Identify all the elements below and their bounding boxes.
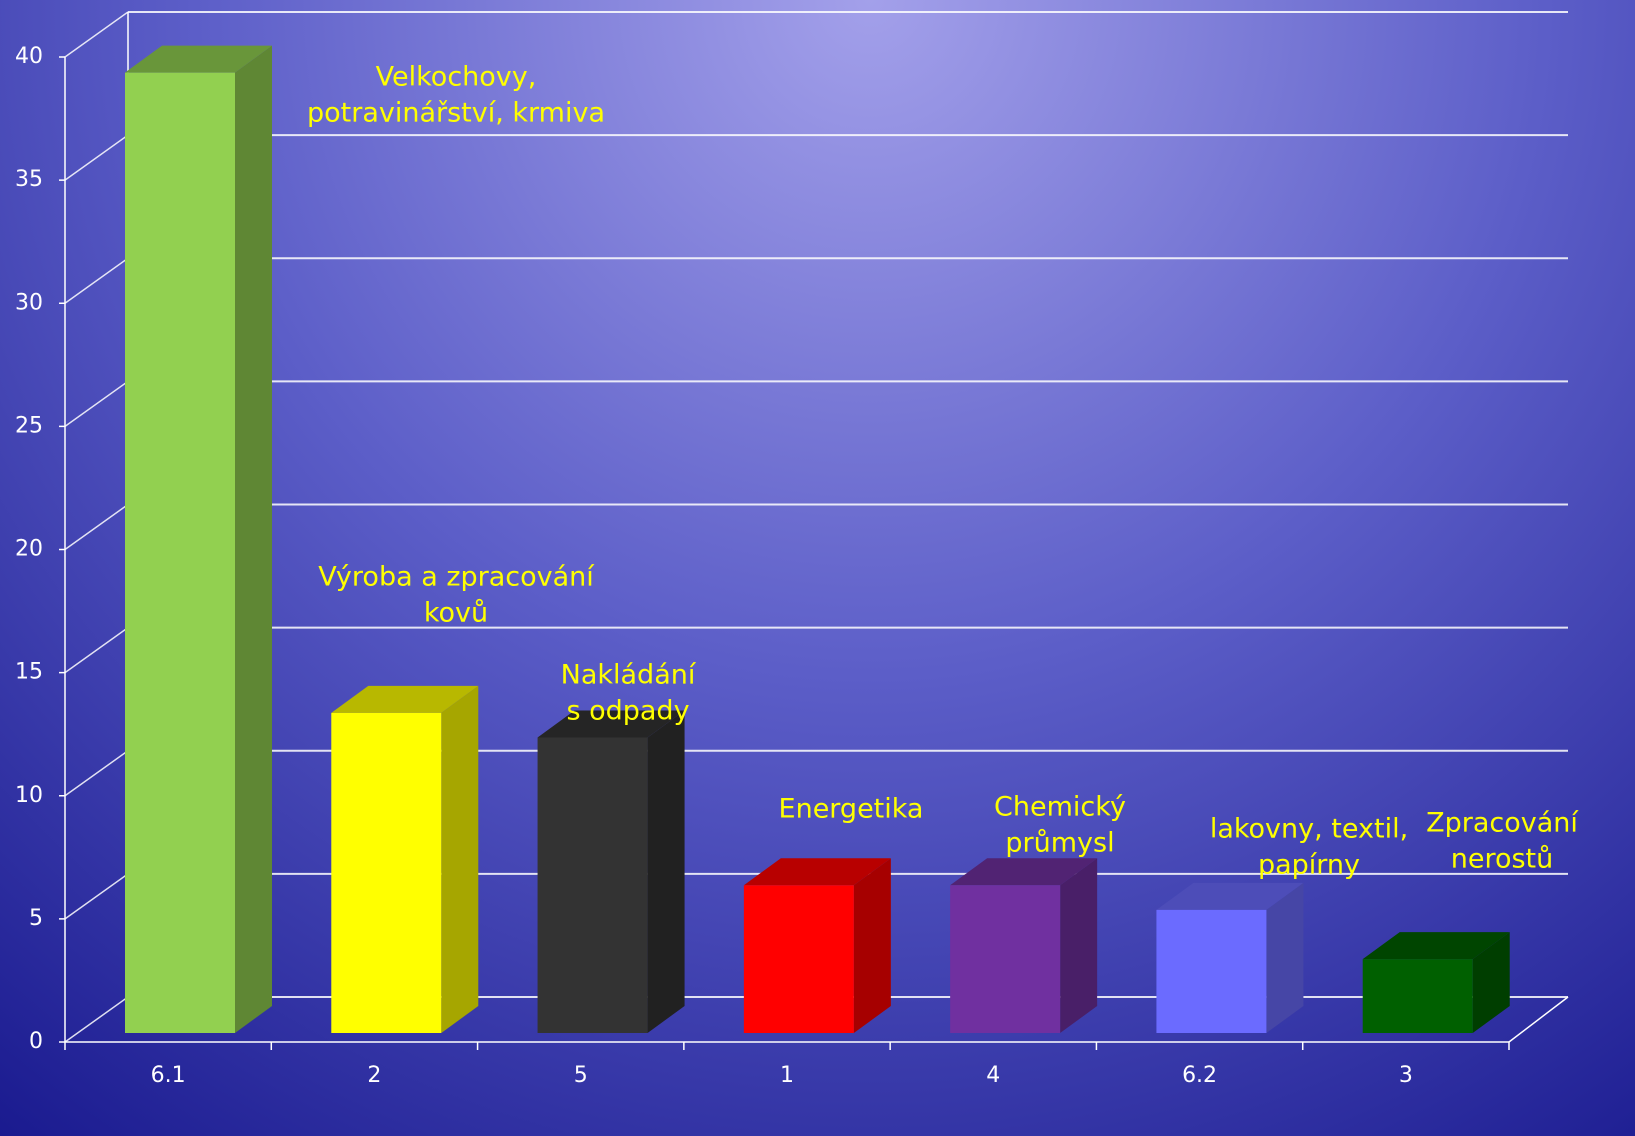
- y-tick-label: 25: [15, 413, 43, 438]
- side-grid-line: [64, 503, 129, 551]
- bar-side: [647, 710, 685, 1033]
- annotation: Zpracování: [1426, 808, 1579, 839]
- bar: [537, 737, 648, 1033]
- annotation: Chemický: [994, 792, 1126, 823]
- bar: [1156, 909, 1267, 1033]
- annotation: kovů: [424, 598, 488, 629]
- bar-side: [1060, 858, 1098, 1033]
- bar-side: [235, 45, 272, 1033]
- y-tick-label: 30: [15, 290, 43, 315]
- side-grid-line: [64, 134, 129, 181]
- side-grid-line: [64, 11, 129, 58]
- y-tick-label: 20: [15, 537, 43, 562]
- bar-side: [1266, 882, 1304, 1033]
- bar-top: [1156, 882, 1304, 910]
- bar-top: [1362, 932, 1510, 960]
- y-tick-label: 10: [15, 783, 43, 808]
- bar-side: [1472, 932, 1510, 1033]
- bar-top: [743, 858, 891, 886]
- bar-top: [537, 710, 685, 738]
- bar: [331, 712, 442, 1033]
- side-grid-line: [64, 257, 129, 304]
- annotation: s odpady: [566, 696, 689, 727]
- x-tick-label: 3: [1399, 1063, 1413, 1088]
- floor-right-edge: [1508, 996, 1569, 1043]
- annotation: Velkochovy,: [376, 62, 537, 93]
- annotation: papírny: [1258, 850, 1360, 881]
- bar-top: [125, 45, 272, 73]
- y-tick-label: 0: [29, 1029, 43, 1054]
- annotation: průmysl: [1005, 828, 1114, 859]
- bar-top: [331, 685, 479, 713]
- annotation: lakovny, textil,: [1210, 814, 1408, 845]
- annotation: potravinářství, krmiva: [307, 98, 605, 129]
- bar: [125, 72, 235, 1033]
- y-tick-label: 35: [15, 167, 43, 192]
- annotation: Nakládání: [561, 660, 697, 691]
- bar: [950, 885, 1061, 1033]
- y-tick-label: 15: [15, 660, 43, 685]
- bar-top: [950, 858, 1098, 886]
- x-tick-label: 6.2: [1182, 1063, 1217, 1088]
- bar-side: [441, 685, 479, 1033]
- side-grid-line: [64, 380, 129, 427]
- side-grid-line: [64, 996, 129, 1043]
- y-tick-label: 5: [29, 906, 43, 931]
- y-tick-label: 40: [15, 44, 43, 69]
- annotation: nerostů: [1451, 844, 1554, 875]
- x-tick-label: 2: [367, 1063, 381, 1088]
- x-tick-label: 5: [574, 1063, 588, 1088]
- x-tick-label: 4: [986, 1063, 1000, 1088]
- side-grid-line: [64, 873, 129, 920]
- bar: [1362, 959, 1473, 1033]
- x-tick-label: 1: [780, 1063, 794, 1088]
- side-grid-line: [64, 627, 129, 674]
- annotation: Výroba a zpracování: [318, 562, 595, 593]
- side-grid-line: [64, 750, 129, 797]
- bar: [743, 885, 854, 1033]
- annotation: Energetika: [779, 794, 924, 825]
- bar-side: [853, 858, 891, 1033]
- x-tick-label: 6.1: [151, 1063, 186, 1088]
